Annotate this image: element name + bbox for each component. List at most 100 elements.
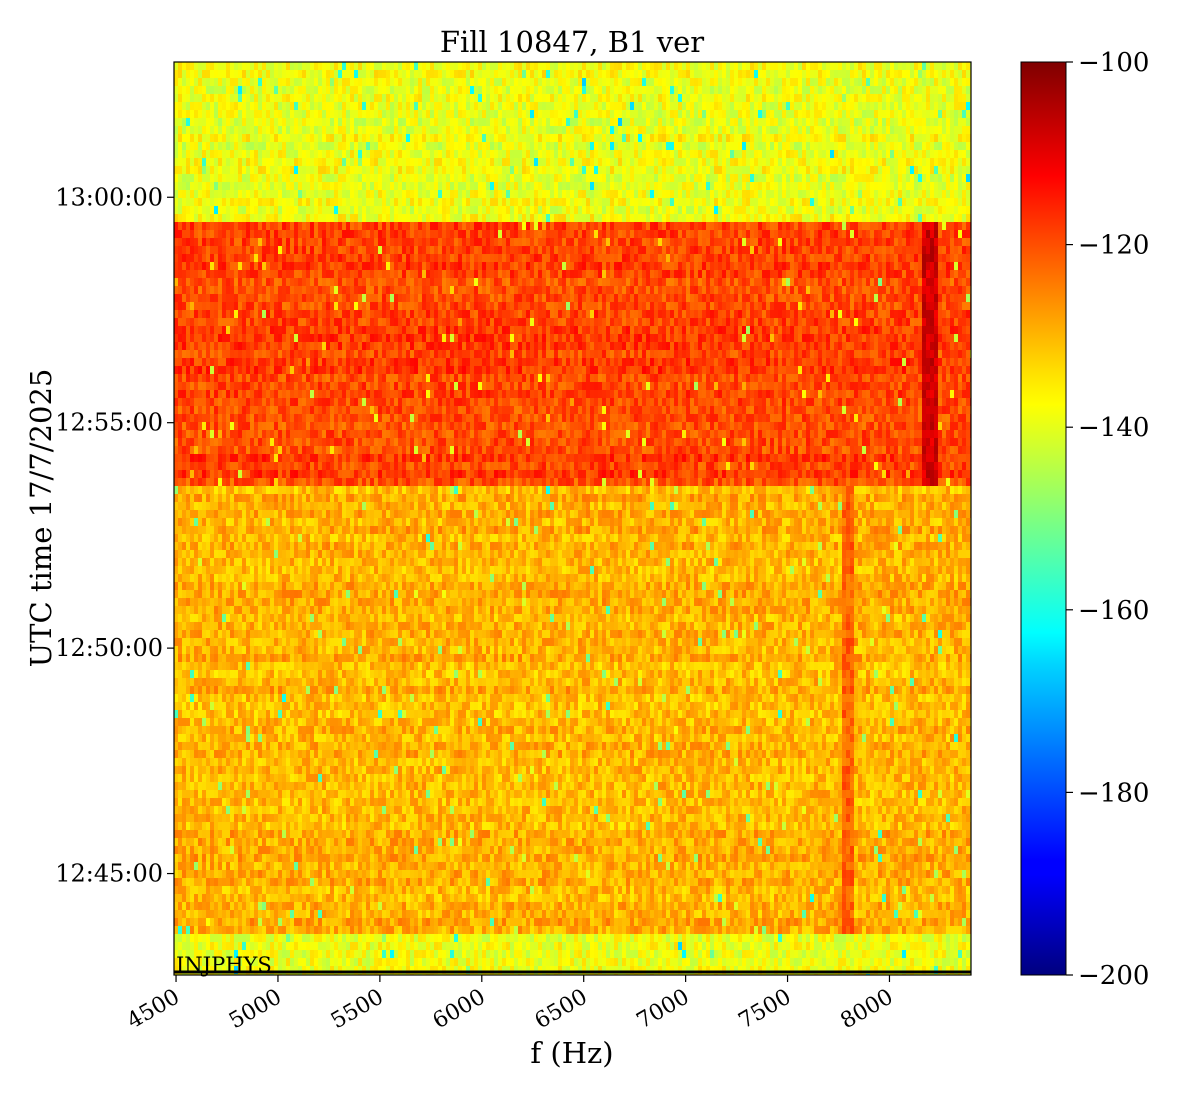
heatmap-cell [930,86,935,95]
heatmap-cell [562,182,567,191]
heatmap-cell [754,230,759,239]
heatmap-cell [582,238,587,247]
heatmap-cell [482,238,487,247]
heatmap-cell [806,198,811,207]
heatmap-cell [810,214,815,223]
heatmap-cell [730,222,735,231]
heatmap-cell [242,150,247,159]
heatmap-cell [578,150,583,159]
heatmap-cell [694,254,699,263]
heatmap-cell [930,102,935,111]
heatmap-cell [310,158,315,167]
heatmap-cell [234,118,239,127]
heatmap-cell [374,150,379,159]
heatmap-cell [922,70,927,79]
heatmap-cell [794,62,799,71]
heatmap-cell [922,110,927,119]
heatmap-cell [558,238,563,247]
heatmap-cell [206,110,211,119]
heatmap-cell [234,190,239,199]
heatmap-cell [730,134,735,143]
heatmap-cell [706,174,711,183]
heatmap-cell [882,190,887,199]
heatmap-cell [506,190,511,199]
heatmap-cell [262,86,267,95]
heatmap-cell [698,198,703,207]
heatmap-cell [186,166,191,175]
heatmap-cell [390,102,395,111]
heatmap-cell [646,190,651,199]
heatmap-cell [190,222,195,231]
heatmap-cell [754,110,759,119]
heatmap-cell [438,150,443,159]
heatmap-cell [242,70,247,79]
heatmap-cell [698,134,703,143]
heatmap-cell [774,158,779,167]
heatmap-cell [422,150,427,159]
heatmap-cell [338,206,343,215]
heatmap-cell [518,238,523,247]
heatmap-cell [606,198,611,207]
heatmap-cell [634,246,639,255]
heatmap-cell [278,214,283,223]
heatmap-cell [522,158,527,167]
heatmap-cell [622,230,627,239]
heatmap-cell [518,214,523,223]
heatmap-cell [950,102,955,111]
heatmap-cell [782,150,787,159]
heatmap-cell [386,166,391,175]
heatmap-cell [638,222,643,231]
heatmap-cell [318,150,323,159]
heatmap-cell [282,166,287,175]
heatmap-cell [834,94,839,103]
heatmap-cell [934,166,939,175]
heatmap-cell [826,142,831,151]
heatmap-cell [526,238,531,247]
heatmap-cell [774,214,779,223]
heatmap-cell [462,158,467,167]
heatmap-cell [486,254,491,263]
heatmap-cell [386,102,391,111]
heatmap-cell [642,158,647,167]
heatmap-cell [434,94,439,103]
heatmap-cell [898,158,903,167]
heatmap-cell [894,158,899,167]
heatmap-cell [930,246,935,255]
heatmap-cell [446,182,451,191]
heatmap-cell [918,110,923,119]
heatmap-cell [314,78,319,87]
heatmap-cell [422,230,427,239]
heatmap-cell [578,102,583,111]
heatmap-cell [574,190,579,199]
heatmap-cell [658,198,663,207]
heatmap-cell [914,174,919,183]
heatmap-cell [482,62,487,71]
heatmap-cell [682,78,687,87]
heatmap-cell [206,230,211,239]
heatmap-cell [730,118,735,127]
heatmap-cell [462,198,467,207]
heatmap-cell [886,230,891,239]
heatmap-cell [538,158,543,167]
heatmap-cell [238,150,243,159]
heatmap-cell [858,62,863,71]
heatmap-cell [366,222,371,231]
heatmap-cell [942,158,947,167]
heatmap-cell [606,166,611,175]
heatmap-cell [638,246,643,255]
heatmap-cell [818,150,823,159]
heatmap-cell [390,214,395,223]
heatmap-cell [718,246,723,255]
heatmap-cell [274,158,279,167]
heatmap-cell [694,182,699,191]
heatmap-cell [282,174,287,183]
heatmap-cell [710,238,715,247]
heatmap-cell [650,134,655,143]
heatmap-cell [174,246,179,255]
heatmap-cell [370,158,375,167]
heatmap-cell [326,246,331,255]
heatmap-cell [954,174,959,183]
heatmap-cell [434,150,439,159]
heatmap-cell [614,206,619,215]
heatmap-cell [682,110,687,119]
